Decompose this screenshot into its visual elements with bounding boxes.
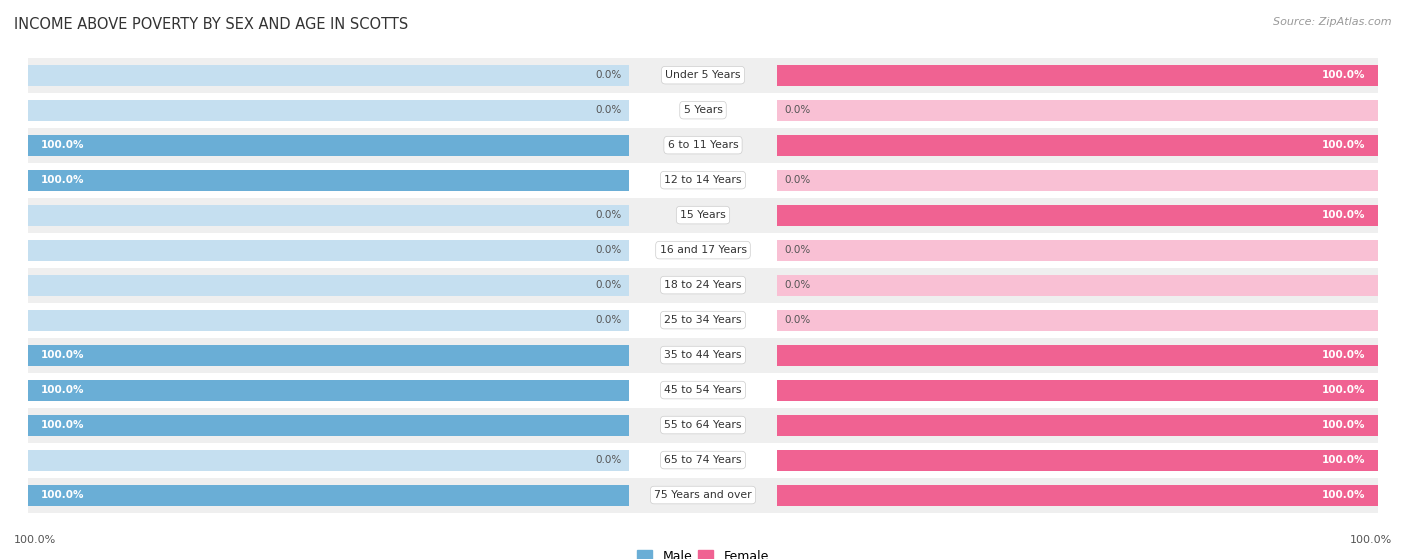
Bar bbox=[28, 169, 628, 191]
Bar bbox=[28, 310, 628, 330]
Bar bbox=[28, 380, 628, 401]
Bar bbox=[778, 344, 1378, 366]
Bar bbox=[778, 344, 1378, 366]
Text: 100.0%: 100.0% bbox=[1350, 535, 1392, 545]
Bar bbox=[28, 302, 1378, 338]
Bar bbox=[28, 485, 628, 505]
Bar bbox=[28, 415, 628, 435]
Bar bbox=[778, 169, 1378, 191]
Text: 0.0%: 0.0% bbox=[785, 105, 810, 115]
Bar bbox=[778, 274, 1378, 296]
Bar bbox=[28, 344, 628, 366]
Bar bbox=[778, 449, 1378, 471]
Bar bbox=[28, 274, 628, 296]
Bar bbox=[778, 449, 1378, 471]
Text: 35 to 44 Years: 35 to 44 Years bbox=[664, 350, 742, 360]
Text: 0.0%: 0.0% bbox=[785, 245, 810, 255]
Text: 100.0%: 100.0% bbox=[1322, 140, 1365, 150]
Text: 100.0%: 100.0% bbox=[1322, 385, 1365, 395]
Text: 6 to 11 Years: 6 to 11 Years bbox=[668, 140, 738, 150]
Bar bbox=[28, 93, 1378, 127]
Bar bbox=[28, 163, 1378, 198]
Bar bbox=[778, 485, 1378, 505]
Bar bbox=[778, 135, 1378, 155]
Text: 100.0%: 100.0% bbox=[41, 350, 84, 360]
Bar bbox=[778, 65, 1378, 86]
Text: 100.0%: 100.0% bbox=[41, 490, 84, 500]
Text: 100.0%: 100.0% bbox=[1322, 350, 1365, 360]
Bar bbox=[28, 58, 1378, 93]
Text: 0.0%: 0.0% bbox=[596, 315, 621, 325]
Bar bbox=[28, 344, 628, 366]
Bar bbox=[28, 380, 628, 401]
Bar bbox=[778, 415, 1378, 435]
Bar bbox=[28, 415, 628, 435]
Legend: Male, Female: Male, Female bbox=[633, 544, 773, 559]
Bar bbox=[28, 240, 628, 260]
Text: 100.0%: 100.0% bbox=[1322, 70, 1365, 80]
Bar bbox=[778, 380, 1378, 401]
Bar bbox=[778, 65, 1378, 86]
Text: 100.0%: 100.0% bbox=[1322, 490, 1365, 500]
Text: 75 Years and over: 75 Years and over bbox=[654, 490, 752, 500]
Text: Source: ZipAtlas.com: Source: ZipAtlas.com bbox=[1274, 17, 1392, 27]
Text: 100.0%: 100.0% bbox=[1322, 210, 1365, 220]
Bar bbox=[778, 205, 1378, 226]
Text: INCOME ABOVE POVERTY BY SEX AND AGE IN SCOTTS: INCOME ABOVE POVERTY BY SEX AND AGE IN S… bbox=[14, 17, 408, 32]
Bar bbox=[28, 205, 628, 226]
Text: 100.0%: 100.0% bbox=[41, 175, 84, 185]
Bar bbox=[778, 135, 1378, 155]
Text: Under 5 Years: Under 5 Years bbox=[665, 70, 741, 80]
Bar bbox=[28, 268, 1378, 302]
Text: 100.0%: 100.0% bbox=[41, 140, 84, 150]
Bar bbox=[28, 198, 1378, 233]
Bar bbox=[28, 233, 1378, 268]
Bar bbox=[778, 100, 1378, 121]
Text: 0.0%: 0.0% bbox=[785, 175, 810, 185]
Bar bbox=[28, 372, 1378, 408]
Bar bbox=[28, 135, 628, 155]
Text: 0.0%: 0.0% bbox=[596, 70, 621, 80]
Bar bbox=[778, 415, 1378, 435]
Bar bbox=[28, 338, 1378, 372]
Text: 0.0%: 0.0% bbox=[785, 315, 810, 325]
Bar bbox=[778, 205, 1378, 226]
Text: 0.0%: 0.0% bbox=[596, 105, 621, 115]
Text: 55 to 64 Years: 55 to 64 Years bbox=[664, 420, 742, 430]
Bar bbox=[28, 477, 1378, 513]
Text: 0.0%: 0.0% bbox=[596, 210, 621, 220]
Bar bbox=[778, 485, 1378, 505]
Text: 15 Years: 15 Years bbox=[681, 210, 725, 220]
Text: 45 to 54 Years: 45 to 54 Years bbox=[664, 385, 742, 395]
Bar bbox=[28, 449, 628, 471]
Bar bbox=[778, 240, 1378, 260]
Text: 100.0%: 100.0% bbox=[41, 385, 84, 395]
Bar bbox=[28, 408, 1378, 443]
Text: 0.0%: 0.0% bbox=[596, 455, 621, 465]
Text: 65 to 74 Years: 65 to 74 Years bbox=[664, 455, 742, 465]
Text: 16 and 17 Years: 16 and 17 Years bbox=[659, 245, 747, 255]
Text: 18 to 24 Years: 18 to 24 Years bbox=[664, 280, 742, 290]
Text: 0.0%: 0.0% bbox=[785, 280, 810, 290]
Text: 100.0%: 100.0% bbox=[1322, 420, 1365, 430]
Bar bbox=[28, 485, 628, 505]
Bar bbox=[778, 310, 1378, 330]
Bar bbox=[28, 443, 1378, 477]
Text: 100.0%: 100.0% bbox=[41, 420, 84, 430]
Bar bbox=[28, 135, 628, 155]
Text: 5 Years: 5 Years bbox=[683, 105, 723, 115]
Text: 0.0%: 0.0% bbox=[596, 245, 621, 255]
Text: 25 to 34 Years: 25 to 34 Years bbox=[664, 315, 742, 325]
Bar bbox=[28, 127, 1378, 163]
Text: 100.0%: 100.0% bbox=[1322, 455, 1365, 465]
Bar bbox=[778, 380, 1378, 401]
Bar bbox=[28, 169, 628, 191]
Text: 12 to 14 Years: 12 to 14 Years bbox=[664, 175, 742, 185]
Bar bbox=[28, 65, 628, 86]
Text: 100.0%: 100.0% bbox=[14, 535, 56, 545]
Text: 0.0%: 0.0% bbox=[596, 280, 621, 290]
Bar bbox=[28, 100, 628, 121]
